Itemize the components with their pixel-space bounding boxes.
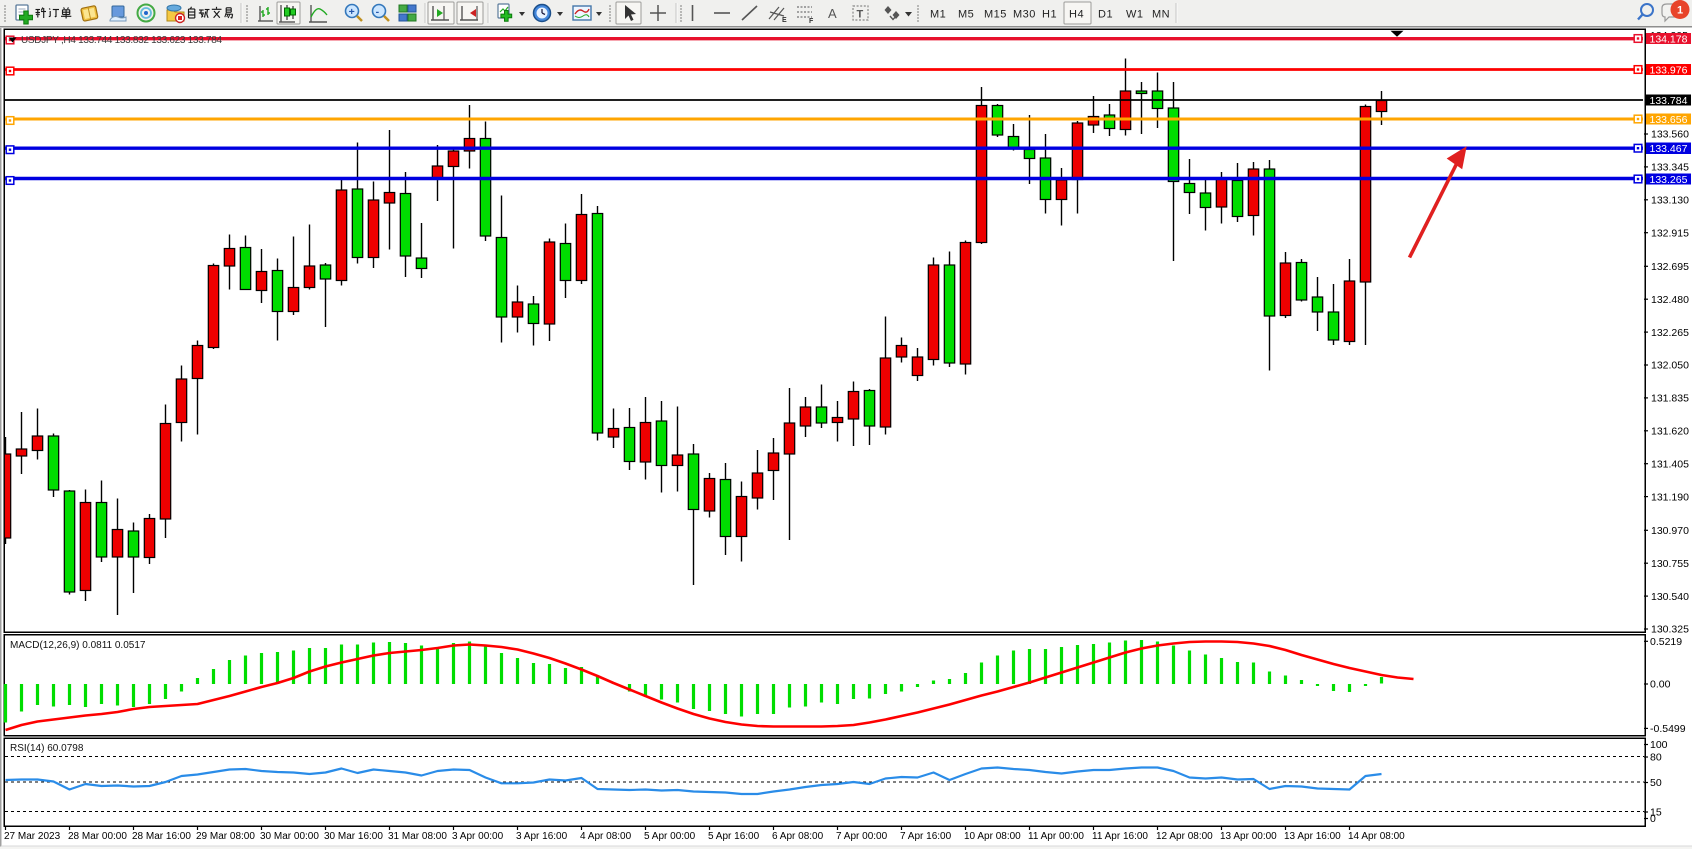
svg-text:130.540: 130.540 bbox=[1651, 591, 1689, 603]
svg-text:28 Mar 16:00: 28 Mar 16:00 bbox=[132, 831, 191, 842]
svg-text:H4: H4 bbox=[1069, 9, 1084, 21]
svg-text:15: 15 bbox=[1650, 807, 1662, 819]
svg-text:A: A bbox=[828, 6, 837, 21]
svg-text:+: + bbox=[349, 6, 355, 18]
svg-text:M5: M5 bbox=[958, 9, 974, 21]
svg-text:USDJPY ,H4 133.744 133.832 13: USDJPY ,H4 133.744 133.832 133.623 133.7… bbox=[21, 35, 222, 46]
svg-text:7 Apr 16:00: 7 Apr 16:00 bbox=[900, 831, 952, 842]
svg-text:10 Apr 08:00: 10 Apr 08:00 bbox=[964, 831, 1021, 842]
svg-text:133.976: 133.976 bbox=[1650, 64, 1688, 76]
svg-text:30 Mar 00:00: 30 Mar 00:00 bbox=[260, 831, 319, 842]
svg-text:130.970: 130.970 bbox=[1651, 525, 1689, 537]
svg-text:80: 80 bbox=[1650, 752, 1662, 764]
svg-text:132.265: 132.265 bbox=[1651, 327, 1689, 339]
svg-text:6 Apr 08:00: 6 Apr 08:00 bbox=[772, 831, 824, 842]
svg-text:11 Apr 00:00: 11 Apr 00:00 bbox=[1028, 831, 1084, 842]
svg-text:134.178: 134.178 bbox=[1650, 33, 1688, 45]
svg-text:133.130: 133.130 bbox=[1651, 195, 1689, 207]
svg-text:MN: MN bbox=[1152, 9, 1170, 21]
svg-text:14 Apr 08:00: 14 Apr 08:00 bbox=[1348, 831, 1405, 842]
svg-text:133.784: 133.784 bbox=[1650, 95, 1688, 107]
svg-text:M1: M1 bbox=[930, 9, 946, 21]
svg-text:E: E bbox=[782, 17, 787, 24]
svg-text:M15: M15 bbox=[984, 9, 1007, 21]
svg-text:134.205: 134.205 bbox=[1650, 30, 1688, 42]
svg-text:131.620: 131.620 bbox=[1651, 426, 1689, 438]
svg-text:7 Apr 00:00: 7 Apr 00:00 bbox=[836, 831, 888, 842]
svg-text:13 Apr 00:00: 13 Apr 00:00 bbox=[1220, 831, 1277, 842]
svg-text:132.915: 132.915 bbox=[1651, 227, 1689, 239]
svg-text:5 Apr 16:00: 5 Apr 16:00 bbox=[708, 831, 760, 842]
svg-text:D1: D1 bbox=[1098, 9, 1113, 21]
svg-text:133.345: 133.345 bbox=[1651, 162, 1689, 174]
svg-text:4 Apr 08:00: 4 Apr 08:00 bbox=[580, 831, 632, 842]
svg-text:-0.5499: -0.5499 bbox=[1650, 723, 1686, 735]
svg-text:132.050: 132.050 bbox=[1651, 360, 1689, 372]
svg-text:27 Mar 2023: 27 Mar 2023 bbox=[4, 831, 61, 842]
svg-text:3 Apr 00:00: 3 Apr 00:00 bbox=[452, 831, 504, 842]
svg-text:29 Mar 08:00: 29 Mar 08:00 bbox=[196, 831, 255, 842]
svg-text:W1: W1 bbox=[1126, 9, 1144, 21]
svg-text:M30: M30 bbox=[1013, 9, 1036, 21]
svg-text:130.755: 130.755 bbox=[1651, 558, 1689, 570]
svg-text:133.467: 133.467 bbox=[1650, 143, 1688, 155]
svg-text:MACD(12,26,9) 0.0811 0.0517: MACD(12,26,9) 0.0811 0.0517 bbox=[10, 640, 146, 651]
svg-text:5 Apr 00:00: 5 Apr 00:00 bbox=[644, 831, 696, 842]
svg-text:100: 100 bbox=[1650, 739, 1668, 751]
svg-text:0: 0 bbox=[1650, 813, 1656, 825]
svg-text:1: 1 bbox=[1677, 5, 1683, 17]
svg-text:131.405: 131.405 bbox=[1651, 458, 1689, 470]
svg-text:28 Mar 00:00: 28 Mar 00:00 bbox=[68, 831, 127, 842]
svg-text:-: - bbox=[376, 6, 380, 18]
svg-text:133.560: 133.560 bbox=[1651, 129, 1689, 141]
svg-text:133.265: 133.265 bbox=[1650, 174, 1688, 186]
svg-text:RSI(14) 60.0798: RSI(14) 60.0798 bbox=[10, 743, 84, 754]
svg-text:131.190: 131.190 bbox=[1651, 491, 1689, 503]
svg-text:132.480: 132.480 bbox=[1651, 294, 1689, 306]
svg-text:12 Apr 08:00: 12 Apr 08:00 bbox=[1156, 831, 1213, 842]
svg-text:3 Apr 16:00: 3 Apr 16:00 bbox=[516, 831, 568, 842]
svg-text:0.5219: 0.5219 bbox=[1650, 636, 1682, 648]
svg-text:133.656: 133.656 bbox=[1650, 114, 1688, 126]
svg-text:50: 50 bbox=[1650, 777, 1662, 789]
svg-text:T: T bbox=[857, 9, 864, 21]
svg-text:0.00: 0.00 bbox=[1650, 679, 1671, 691]
svg-text:131.835: 131.835 bbox=[1651, 393, 1689, 405]
svg-text:30 Mar 16:00: 30 Mar 16:00 bbox=[324, 831, 383, 842]
svg-text:H1: H1 bbox=[1042, 9, 1057, 21]
svg-text:31 Mar 08:00: 31 Mar 08:00 bbox=[388, 831, 447, 842]
svg-text:F: F bbox=[809, 18, 814, 25]
svg-text:132.695: 132.695 bbox=[1651, 261, 1689, 273]
svg-text:13 Apr 16:00: 13 Apr 16:00 bbox=[1284, 831, 1341, 842]
svg-text:130.325: 130.325 bbox=[1651, 624, 1689, 636]
svg-text:11 Apr 16:00: 11 Apr 16:00 bbox=[1092, 831, 1148, 842]
